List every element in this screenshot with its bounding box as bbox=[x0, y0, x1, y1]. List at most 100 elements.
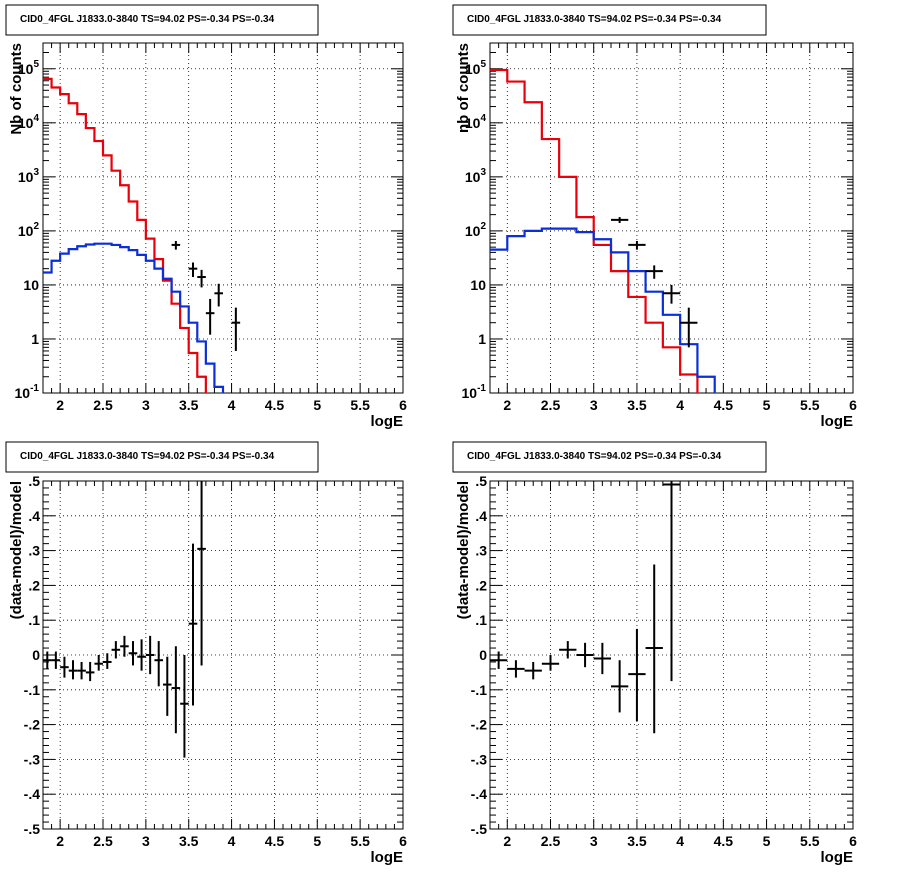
x-tick-label: 6 bbox=[849, 397, 857, 413]
x-tick-label: 3.5 bbox=[627, 397, 647, 413]
residual-point bbox=[507, 660, 525, 678]
plot-area bbox=[490, 481, 681, 734]
residual-point bbox=[94, 655, 103, 671]
residual-point bbox=[85, 661, 95, 682]
data-point bbox=[231, 307, 241, 351]
y-tick-label: .2 bbox=[475, 577, 487, 593]
residual-point bbox=[188, 543, 198, 706]
x-axis-label: logE bbox=[821, 849, 854, 866]
data-point bbox=[171, 241, 181, 250]
residual-point bbox=[163, 656, 172, 716]
title-box bbox=[5, 4, 319, 36]
residual-point bbox=[120, 635, 129, 657]
x-tick-label: 5.5 bbox=[800, 397, 820, 413]
y-tick-label: .1 bbox=[28, 612, 40, 628]
plot-area bbox=[43, 481, 206, 758]
x-tick-label: 2.5 bbox=[541, 833, 561, 849]
y-tick-label: -.2 bbox=[471, 717, 488, 733]
x-tick-label: 4 bbox=[228, 397, 236, 413]
chart-panel-3: CID0_4FGL J1833.0-3840 TS=94.02 PS=-0.34… bbox=[5, 441, 407, 866]
title-box bbox=[452, 4, 767, 36]
x-tick-label: 4 bbox=[676, 397, 684, 413]
residual-point bbox=[576, 642, 594, 668]
y-tick-label: -.4 bbox=[24, 786, 41, 802]
y-axis-ticks bbox=[43, 480, 403, 830]
residual-point bbox=[662, 481, 681, 682]
y-tick-exponent: 4 bbox=[33, 113, 39, 124]
x-tick-label: 6 bbox=[849, 833, 857, 849]
x-tick-label: 4.5 bbox=[714, 833, 734, 849]
y-tick-label: 102 bbox=[18, 221, 40, 239]
x-tick-label: 4.5 bbox=[265, 833, 285, 849]
x-tick-label: 6 bbox=[399, 397, 407, 413]
chart-title: CID0_4FGL J1833.0-3840 TS=94.02 PS=-0.34… bbox=[467, 451, 722, 462]
residual-point bbox=[154, 641, 163, 687]
residual-point bbox=[128, 641, 138, 666]
y-tick-exponent: 5 bbox=[480, 59, 486, 70]
y-axis-ticks bbox=[490, 480, 853, 830]
chart-title: CID0_4FGL J1833.0-3840 TS=94.02 PS=-0.34… bbox=[467, 14, 722, 25]
y-tick-label: 1 bbox=[31, 331, 39, 347]
x-tick-label: 3.5 bbox=[627, 833, 647, 849]
x-tick-label: 5 bbox=[313, 833, 321, 849]
y-tick-label: -.5 bbox=[24, 821, 41, 837]
plot-area bbox=[43, 77, 241, 393]
y-tick-label: .1 bbox=[475, 612, 487, 628]
y-axis-label: (data-model)/model bbox=[455, 481, 472, 619]
chart-panel-2: CID0_4FGL J1833.0-3840 TS=94.02 PS=-0.34… bbox=[452, 4, 857, 430]
y-axis-ticks bbox=[490, 42, 853, 394]
grid bbox=[43, 481, 403, 829]
y-tick-exponent: 3 bbox=[480, 167, 486, 178]
residual-point bbox=[171, 646, 181, 734]
residual-point bbox=[68, 660, 78, 680]
x-tick-label: 6 bbox=[399, 833, 407, 849]
y-tick-label: .3 bbox=[28, 543, 40, 559]
y-tick-label: -.1 bbox=[24, 682, 41, 698]
chart-panel-1: CID0_4FGL J1833.0-3840 TS=94.02 PS=-0.34… bbox=[5, 4, 407, 430]
plot-area bbox=[490, 68, 716, 393]
x-tick-label: 3.5 bbox=[179, 833, 199, 849]
x-tick-label: 4.5 bbox=[714, 397, 734, 413]
y-axis-label: Nb of counts bbox=[8, 43, 25, 135]
data-point bbox=[628, 241, 646, 250]
data-point bbox=[611, 217, 629, 223]
chart-title: CID0_4FGL J1833.0-3840 TS=94.02 PS=-0.34… bbox=[20, 14, 275, 25]
data-point bbox=[680, 307, 698, 348]
plot-frame bbox=[42, 42, 404, 394]
y-tick-label: .2 bbox=[28, 577, 40, 593]
chart-panel-4: CID0_4FGL J1833.0-3840 TS=94.02 PS=-0.34… bbox=[452, 441, 857, 866]
residual-point bbox=[593, 642, 611, 675]
title-box bbox=[5, 441, 319, 473]
y-tick-label: .3 bbox=[475, 543, 487, 559]
y-tick-label: -.5 bbox=[471, 821, 488, 837]
x-tick-label: 3 bbox=[142, 833, 150, 849]
y-tick-label: -.3 bbox=[471, 751, 488, 767]
plot-frame bbox=[489, 42, 854, 394]
x-tick-label: 3 bbox=[590, 397, 598, 413]
x-tick-label: 2 bbox=[503, 397, 511, 413]
y-tick-exponent: 3 bbox=[33, 167, 39, 178]
y-tick-label: 10-1 bbox=[15, 383, 40, 401]
x-tick-label: 2.5 bbox=[93, 397, 113, 413]
x-tick-label: 3 bbox=[590, 833, 598, 849]
x-axis-ticks bbox=[42, 43, 404, 393]
y-tick-exponent: 4 bbox=[480, 113, 486, 124]
residual-point bbox=[559, 641, 577, 659]
y-tick-label: -.3 bbox=[24, 751, 41, 767]
residual-point bbox=[197, 481, 206, 666]
residual-point bbox=[137, 639, 146, 671]
data-point bbox=[205, 298, 215, 335]
x-axis-label: logE bbox=[371, 849, 404, 866]
residual-point bbox=[51, 651, 61, 669]
y-tick-label: .5 bbox=[28, 473, 40, 489]
residual-point bbox=[541, 655, 560, 671]
y-tick-exponent: 5 bbox=[33, 59, 39, 70]
y-tick-exponent: 2 bbox=[33, 221, 39, 232]
series-total-model-step bbox=[490, 68, 699, 393]
y-tick-label: .4 bbox=[28, 508, 40, 524]
residual-point bbox=[145, 635, 155, 675]
residual-point bbox=[645, 564, 663, 734]
x-axis-label: logE bbox=[371, 413, 404, 430]
y-tick-label: .4 bbox=[475, 508, 487, 524]
y-tick-label: 10 bbox=[23, 277, 39, 293]
